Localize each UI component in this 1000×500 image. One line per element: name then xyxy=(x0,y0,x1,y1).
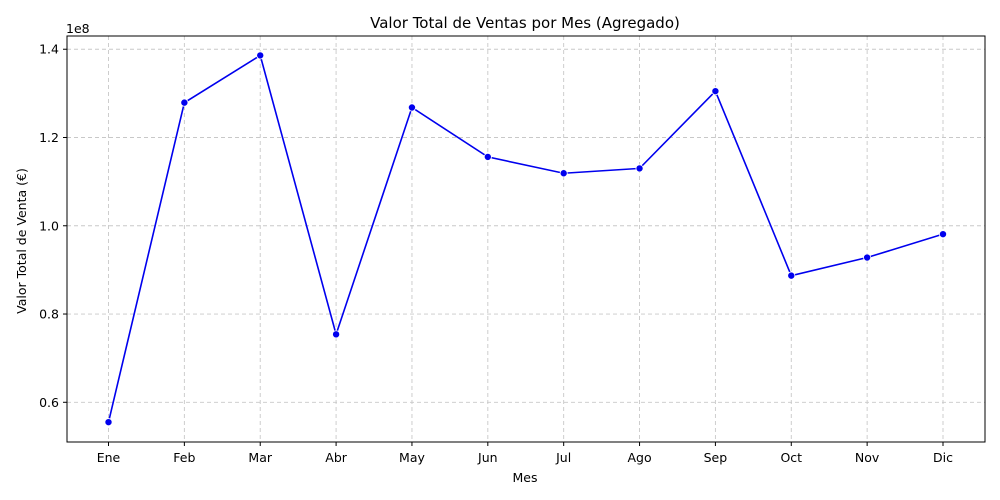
axis-ticks: Ene Feb Mar Abr May Jun Jul Ago Sep Oct Nov Dic 0.6 0… xyxy=(39,42,953,465)
x-tick-label: Abr xyxy=(325,450,347,465)
data-point xyxy=(483,152,492,161)
x-tick-label: Nov xyxy=(855,450,880,465)
grid-lines xyxy=(67,36,985,442)
x-tick-label: Oct xyxy=(780,450,802,465)
x-tick-label: Ene xyxy=(97,450,121,465)
x-tick-label: Sep xyxy=(704,450,728,465)
y-axis-offset-label: 1e8 xyxy=(66,21,90,36)
y-tick-label: 0.8 xyxy=(39,307,59,322)
data-point xyxy=(939,230,948,239)
x-tick-label: Jun xyxy=(477,450,498,465)
x-tick-label: May xyxy=(399,450,425,465)
y-tick-label: 1.0 xyxy=(39,218,59,233)
data-point xyxy=(787,271,796,280)
y-tick-label: 1.2 xyxy=(39,130,59,145)
data-point xyxy=(180,98,189,107)
x-tick-label: Dic xyxy=(933,450,953,465)
x-tick-label: Mar xyxy=(248,450,272,465)
data-point xyxy=(863,253,872,262)
data-point xyxy=(256,51,265,60)
data-point xyxy=(559,169,568,178)
plot-frame xyxy=(66,35,986,443)
chart-title: Valor Total de Ventas por Mes (Agregado) xyxy=(370,14,680,32)
x-tick-label: Feb xyxy=(173,450,195,465)
series-layer xyxy=(104,51,948,427)
data-point xyxy=(407,103,416,112)
data-point xyxy=(104,418,113,427)
x-tick-label: Ago xyxy=(627,450,651,465)
y-axis-label: Valor Total de Venta (€) xyxy=(14,168,29,314)
data-point xyxy=(332,330,341,339)
data-point xyxy=(635,164,644,173)
series-line xyxy=(107,54,944,423)
x-tick-label: Jul xyxy=(555,450,571,465)
y-tick-label: 0.6 xyxy=(39,395,59,410)
data-point xyxy=(711,87,720,96)
y-tick-label: 1.4 xyxy=(39,42,59,57)
x-axis-label: Mes xyxy=(513,470,538,485)
